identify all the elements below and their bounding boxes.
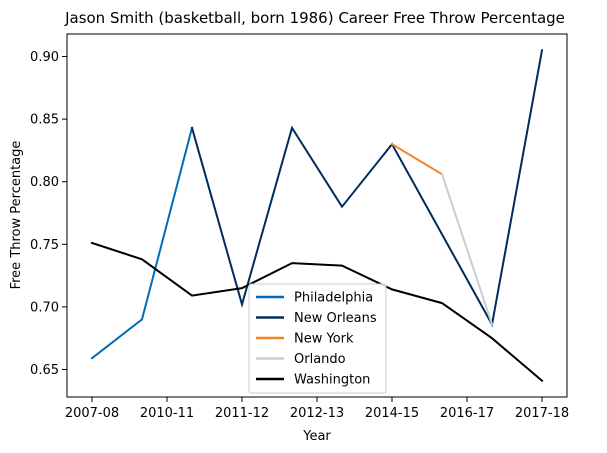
x-tick-label: 2011-12 — [215, 406, 269, 421]
y-axis: 0.65 0.70 0.75 0.80 0.85 0.90 — [30, 50, 67, 378]
series-line-washington — [90, 241, 544, 383]
y-axis-title: Free Throw Percentage — [9, 141, 24, 290]
x-tick-label: 2014-15 — [365, 406, 419, 421]
chart-title: Jason Smith (basketball, born 1986) Care… — [64, 9, 565, 27]
series-line-new-york — [390, 142, 444, 176]
legend-label: Orlando — [294, 352, 346, 367]
legend-label: Philadelphia — [294, 291, 373, 306]
y-tick-label: 0.90 — [30, 50, 59, 65]
x-axis-title: Year — [302, 429, 331, 444]
legend-label: New Orleans — [294, 311, 377, 326]
y-tick-label: 0.70 — [30, 300, 59, 315]
legend-frame — [248, 283, 387, 394]
legend-label: Washington — [294, 373, 370, 388]
legend-label: New York — [294, 332, 354, 347]
y-tick-label: 0.80 — [30, 175, 59, 190]
series-line-orlando — [440, 172, 494, 326]
y-tick-label: 0.85 — [30, 113, 59, 128]
x-tick-label: 2012-13 — [290, 406, 344, 421]
x-tick-label: 2007-08 — [65, 406, 119, 421]
series-line-new-orleans — [190, 49, 544, 328]
x-tick-label: 2017-18 — [515, 406, 569, 421]
legend: Philadelphia New Orleans New York Orlando Wa… — [248, 283, 387, 394]
plot-lines — [90, 49, 544, 383]
x-axis: 2007-08 2010-11 2011-12 2012-13 2014-15 2016-… — [65, 397, 569, 421]
series-line-philadelphia — [90, 126, 194, 360]
x-tick-label: 2016-17 — [440, 406, 494, 421]
y-tick-label: 0.75 — [30, 238, 59, 253]
x-tick-label: 2010-11 — [140, 406, 194, 421]
y-tick-label: 0.65 — [30, 363, 59, 378]
